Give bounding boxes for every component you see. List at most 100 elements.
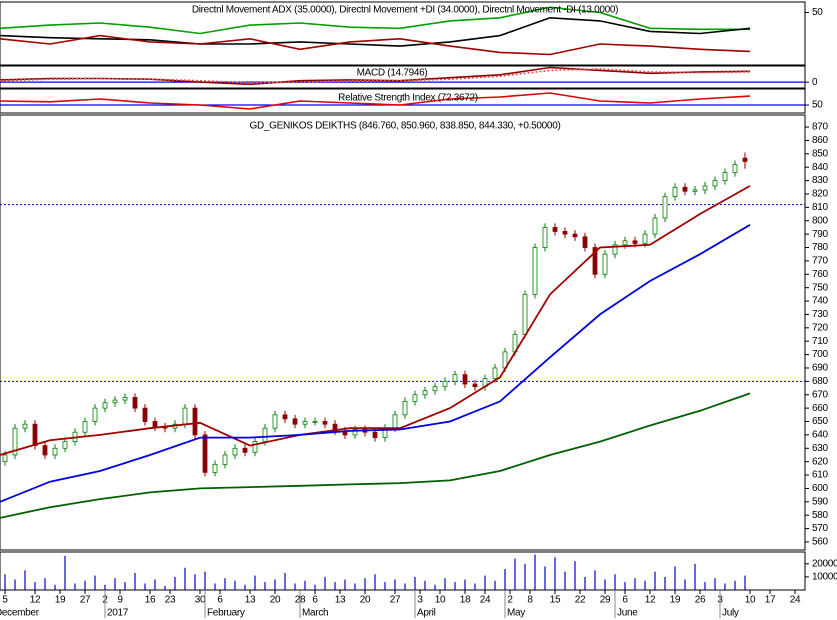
candle-body — [92, 407, 98, 422]
candle-body — [112, 399, 118, 404]
candle-body — [492, 367, 498, 380]
x-tick-label: 12 — [30, 595, 41, 606]
y-tick-label: 770 — [812, 256, 829, 267]
volume-bar — [484, 575, 486, 590]
volume-bar — [4, 574, 6, 590]
volume-bar — [214, 583, 216, 590]
y-tick-label: 600 — [812, 483, 829, 494]
volume-bar — [514, 558, 516, 590]
candle-body — [242, 447, 248, 453]
candle-body — [692, 189, 698, 192]
y-tick-label: 820 — [812, 189, 829, 200]
x-major-label: April — [417, 608, 436, 619]
volume-bar — [354, 583, 356, 590]
x-tick-label: 20 — [360, 595, 371, 606]
candle-body — [652, 217, 658, 235]
volume-bar — [594, 570, 596, 590]
volume-bar — [674, 566, 676, 590]
x-tick-label: 5 — [2, 595, 8, 606]
candle-body — [592, 247, 598, 275]
volume-bar — [654, 571, 656, 590]
candle-body — [122, 397, 128, 401]
volume-bar — [24, 570, 26, 590]
y-tick-label: 870 — [812, 122, 829, 133]
candle-body — [292, 418, 298, 425]
indicator-line — [0, 92, 751, 110]
volume-bar — [164, 586, 166, 590]
volume-bar — [664, 576, 666, 590]
candle-body — [742, 157, 748, 162]
volume-bar — [344, 579, 346, 590]
candle-body — [302, 421, 308, 425]
candle-body — [192, 407, 198, 436]
candle-body — [422, 390, 428, 396]
x-tick-label: 20 — [270, 595, 281, 606]
y-tick-label: 690 — [812, 363, 829, 374]
candle-body — [312, 421, 318, 423]
volume-bar — [174, 576, 176, 590]
x-tick-label: 2 — [102, 595, 108, 606]
y-tick-label: 830 — [812, 175, 829, 186]
volume-bar — [474, 583, 476, 590]
volume-bar — [524, 563, 526, 590]
candle-body — [672, 186, 678, 198]
candle-body — [432, 386, 438, 392]
volume-bar — [364, 578, 366, 590]
candle-body — [562, 231, 568, 235]
volume-bar — [424, 580, 426, 590]
x-tick-label: 6 — [622, 595, 628, 606]
candle-body — [282, 414, 288, 420]
volume-bar — [204, 571, 206, 590]
volume-bar — [274, 579, 276, 590]
candle-body — [462, 374, 468, 385]
volume-bar — [294, 583, 296, 590]
candle-body — [262, 427, 268, 442]
x-tick-label: 9 — [117, 595, 123, 606]
volume-bar — [534, 554, 536, 590]
x-tick-label: 6 — [217, 595, 223, 606]
volume-bar — [704, 582, 706, 590]
panel-title: Directnl Movement ADX (35.0000), Directn… — [192, 5, 618, 16]
candle-body — [232, 447, 238, 456]
candle-body — [102, 402, 108, 409]
volume-bar — [574, 561, 576, 590]
x-major-label: July — [722, 608, 739, 619]
x-tick-label: 6 — [312, 595, 318, 606]
x-tick-label: 19 — [55, 595, 66, 606]
candle-body — [252, 441, 258, 453]
volume-bar — [694, 563, 696, 590]
volume-bar — [444, 578, 446, 590]
y-tick-label: 50 — [812, 100, 823, 111]
y-tick-label: 50 — [812, 7, 823, 18]
volume-bar — [244, 584, 246, 590]
y-tick-label: 590 — [812, 496, 829, 507]
candle-body — [42, 445, 48, 456]
x-tick-label: 23 — [165, 595, 176, 606]
candle-body — [622, 240, 628, 246]
candle-body — [682, 186, 688, 192]
moving-average — [0, 392, 751, 519]
x-tick-label: 16 — [145, 595, 156, 606]
candle-body — [152, 421, 158, 428]
volume-bar — [184, 567, 186, 590]
volume-bar — [644, 580, 646, 590]
x-major-label: December — [0, 608, 40, 619]
volume-bar — [564, 571, 566, 590]
y-tick-label: 0 — [812, 77, 818, 88]
y-tick-label: 760 — [812, 269, 829, 280]
candle-body — [602, 253, 608, 275]
volume-bar — [384, 582, 386, 590]
panel-frame — [0, 114, 806, 551]
x-tick-label: 17 — [765, 595, 776, 606]
volume-bar — [414, 576, 416, 590]
y-tick-label: 710 — [812, 336, 829, 347]
x-tick-label: 18 — [460, 595, 471, 606]
x-tick-label: 13 — [245, 595, 256, 606]
indicator-line — [0, 34, 751, 56]
x-tick-label: 27 — [390, 595, 401, 606]
x-major-label: June — [617, 608, 638, 619]
y-tick-label: 580 — [812, 510, 829, 521]
volume-bar — [84, 580, 86, 590]
y-tick-label: 860 — [812, 135, 829, 146]
candle-body — [202, 434, 208, 473]
